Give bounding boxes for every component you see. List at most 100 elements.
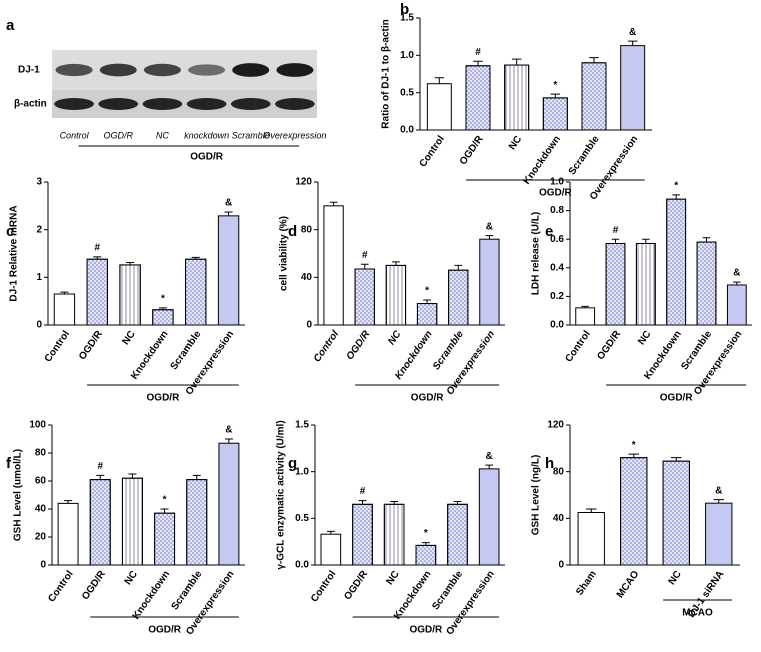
y-tick-label: 60 [35,476,47,487]
y-tick-label: 120 [547,420,564,431]
blot-band [55,63,93,77]
bar-texture [504,64,530,131]
panel-letter: c [6,223,14,240]
significance-mark: * [161,293,165,304]
y-tick-label: 20 [35,532,47,543]
panel-letter: h [545,455,554,472]
error-bar [160,508,169,514]
y-tick-label: 0 [36,320,42,331]
error-bar [454,264,463,271]
significance-mark: * [674,181,678,192]
bar-texture [89,479,111,566]
y-tick-label: 0 [306,320,312,331]
bar-texture [119,264,141,326]
y-tick-label: 1.5 [295,420,309,431]
significance-mark: & [629,27,636,38]
error-bar [421,542,430,546]
error-bar [158,307,167,310]
y-tick-label: 0 [40,560,46,571]
panel-letter: g [288,455,297,472]
bar-texture [86,258,108,326]
significance-mark: * [424,528,428,539]
bar [479,238,500,326]
error-bar [702,237,711,243]
error-bar [589,57,599,63]
x-tick-label: NC [123,569,140,587]
panel-letter: a [6,17,15,34]
bar-texture [121,477,143,566]
y-tick-label: 0.5 [295,513,309,524]
bar-texture [635,242,656,326]
bar-texture [605,242,626,326]
bar-texture [666,198,687,326]
blot-band [186,98,227,110]
bar-texture [154,512,176,566]
x-tick-label: NC [507,134,524,152]
y-axis-label: LDH release (U/L) [531,212,542,295]
blot-band [230,98,271,110]
significance-mark: # [613,225,619,236]
group-label: OGD/R [148,625,182,636]
significance-mark: * [163,495,167,506]
lane-label: knockdown [184,130,229,140]
significance-mark: # [475,47,481,58]
lane-label: Scramble [232,130,270,140]
panel-letter: e [545,223,553,240]
y-axis-label: Ratio of DJ-1 to β-actin [381,19,392,128]
bar-texture [662,460,690,566]
x-tick-label: NC [667,569,684,587]
bar [323,205,344,326]
error-bar [64,500,73,504]
error-bar [627,40,638,46]
bar [53,293,76,326]
x-tick-label: OGD/R [342,568,370,602]
x-tick-label: OGD/R [595,328,623,362]
x-tick-label: NC [386,328,404,347]
significance-mark: # [362,250,368,261]
y-tick-label: 1.0 [295,466,309,477]
error-bar [93,256,102,260]
y-tick-label: 1 [36,272,42,283]
bar [478,468,500,566]
significance-mark: & [225,425,232,436]
y-tick-label: 2 [36,224,42,235]
x-tick-label: Scramble [430,569,465,613]
blot-row-label: β-actin [14,99,47,110]
bar [426,83,452,131]
group-label: OGD/R [660,393,694,404]
blot-band [188,64,226,76]
y-tick-label: 1.0 [400,50,414,61]
blot-image [52,90,317,118]
bar-texture [696,241,717,326]
x-tick-label: Scramble [169,329,204,373]
bar-texture [186,479,208,566]
bar [575,307,596,326]
error-bar [192,474,201,480]
lane-label: NC [156,130,169,140]
significance-mark: # [360,486,366,497]
y-tick-label: 80 [553,466,565,477]
error-bar [390,501,399,505]
bar [217,215,240,326]
error-bar [713,499,725,504]
y-tick-label: 40 [553,513,565,524]
y-tick-label: 100 [29,420,46,431]
error-bar [360,263,369,269]
x-tick-label: Sham [574,569,599,598]
error-bar [670,457,682,462]
bar-texture [152,309,174,326]
y-tick-label: 0.6 [550,234,564,245]
x-tick-label: Control [563,329,593,365]
error-bar [329,201,338,206]
bar [320,533,342,566]
y-tick-label: 1.5 [400,13,414,24]
y-tick-label: 40 [35,504,47,515]
error-bar [128,473,137,479]
group-label: OGD/R [409,625,443,636]
panel-letter: f [6,455,12,472]
significance-mark: & [486,221,493,232]
significance-mark: & [733,268,740,279]
blot-band [99,63,137,77]
x-tick-label: OGD/R [77,328,105,362]
